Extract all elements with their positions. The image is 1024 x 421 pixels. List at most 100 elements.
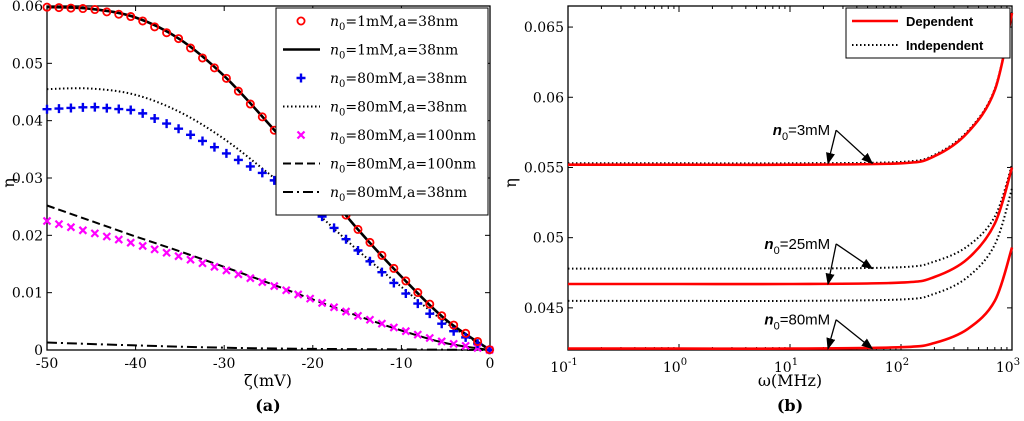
chart-a-ytick-label: 0.06	[12, 0, 43, 15]
marker-x	[305, 294, 315, 303]
marker-x	[138, 241, 147, 251]
marker-x	[353, 311, 363, 321]
marker-circle	[245, 99, 255, 109]
chart-a-xtick-label: -50	[36, 356, 59, 372]
chart-a-ytick-label: 0.05	[12, 56, 43, 72]
chart-b: η ω(MHz) (b) 10-1 100 101 102 103 0.0450.050…	[501, 5, 1020, 415]
annotation-sub: 0	[774, 245, 780, 257]
chart-a-ytick-label: 0.02	[12, 228, 43, 244]
chart-b-ytick-label: 0.065	[524, 20, 564, 36]
marker-plus	[425, 309, 435, 319]
chart-b-xtick-label: 10-1	[550, 357, 578, 376]
annotation-n: n	[764, 236, 773, 253]
marker-plus	[329, 223, 339, 233]
chart-a-legend: n0=1mM,a=38nmn0=1mM,a=38nmn0=80mM,a=38nm…	[275, 7, 489, 216]
marker-circle	[296, 16, 306, 26]
marker-x	[114, 235, 124, 244]
chart-b-xtick-base: 10	[663, 360, 681, 376]
legend-a-label: n0=80mM,a=38nm	[330, 185, 467, 204]
legend-a-label: n0=80mM,a=38nm	[330, 71, 467, 90]
legend-a-entry: n0=80mM,a=38nm	[296, 71, 467, 90]
annotation-n: n	[764, 312, 773, 329]
chart-b-xtick-label: 103	[996, 357, 1020, 376]
marker-x	[90, 229, 100, 238]
marker-circle	[90, 5, 100, 15]
legend-a-entry: n0=80mM,a=38nm	[283, 185, 467, 204]
chart-a-xtick-label: -30	[213, 356, 236, 372]
chart-b-xtick-exp: 3	[1014, 357, 1020, 368]
marker-x	[54, 219, 64, 229]
marker-circle	[66, 3, 76, 13]
marker-x	[42, 216, 52, 226]
legend-a-label-n: n	[330, 128, 339, 144]
legend-a-label-sub: 0	[339, 22, 345, 33]
chart-a-ytick-label: 0.01	[12, 286, 43, 302]
marker-x	[234, 270, 243, 279]
marker-circle	[473, 336, 483, 346]
marker-circle	[401, 276, 411, 286]
marker-x	[186, 255, 195, 264]
annotation-arrow	[826, 319, 837, 350]
chart-b-ylabel: η	[501, 178, 520, 188]
chart-b-xtick-base: 10	[996, 360, 1014, 376]
chart-b-line	[568, 12, 1014, 167]
legend-a-label-n: n	[330, 100, 339, 116]
chart-a-line-s6	[46, 204, 491, 351]
marker-x	[222, 266, 231, 275]
legend-a-label-sub: 0	[339, 79, 345, 90]
chart-a: η ζ(mV) (a) -50 -40 -30 -20 -10 0 0 0.01 0.02 0.…	[0, 0, 494, 415]
marker-plus	[54, 104, 64, 114]
marker-plus	[401, 289, 411, 299]
marker-x	[126, 238, 136, 247]
legend-a-label-rest: =1mM,a=38nm	[345, 43, 458, 59]
chart-a-ytick-label: 0	[34, 343, 43, 359]
chart-a-series-s1	[42, 2, 495, 355]
marker-plus	[413, 299, 423, 309]
legend-a-label-n: n	[330, 43, 339, 59]
legend-a-label: n0=1mM,a=38nm	[330, 43, 458, 62]
marker-plus	[341, 234, 351, 244]
marker-plus	[353, 245, 363, 255]
legend-b-label: Independent	[906, 38, 984, 53]
marker-circle	[389, 263, 399, 273]
marker-x	[66, 222, 76, 232]
chart-a-series-s6	[46, 204, 491, 351]
chart-b-legend: Dependent Independent	[845, 7, 1011, 59]
legend-a-label-rest: =80mM,a=38nm	[345, 185, 467, 201]
marker-x	[365, 315, 375, 325]
marker-circle	[186, 43, 196, 53]
marker-x	[258, 277, 267, 287]
chart-a-xtick-label: -40	[124, 356, 147, 372]
legend-a-entry: n0=80mM,a=100nm	[283, 157, 476, 176]
marker-circle	[54, 3, 64, 13]
marker-plus	[245, 161, 255, 171]
chart-b-xtick-label: 102	[885, 357, 909, 376]
marker-x	[162, 248, 171, 258]
annotation-arrow	[825, 243, 837, 286]
chart-b-line	[568, 164, 1013, 270]
chart-b-xtick-exp: 1	[792, 357, 798, 368]
marker-x	[437, 337, 446, 346]
marker-x	[461, 341, 470, 351]
chart-b-line	[568, 11, 1013, 165]
chart-b-xtick-base: 10	[885, 360, 903, 376]
marker-circle	[114, 9, 124, 19]
chart-b-xtick-exp: -1	[568, 357, 578, 368]
marker-plus	[162, 119, 172, 129]
marker-circle	[102, 7, 112, 17]
legend-a-label-sub: 0	[339, 193, 345, 204]
marker-plus	[90, 102, 100, 112]
chart-a-line-s7	[46, 341, 491, 351]
marker-x	[281, 285, 291, 295]
legend-a-label: n0=80mM,a=100nm	[330, 128, 476, 147]
legend-a-label-rest: =1mM,a=38nm	[345, 14, 458, 30]
annotation-sub: 0	[774, 321, 780, 333]
marker-x	[246, 273, 255, 283]
marker-plus	[233, 155, 243, 165]
chart-a-xtick-label: 0	[486, 356, 495, 372]
marker-x	[198, 258, 207, 268]
marker-plus	[209, 142, 219, 152]
chart-b-xtick-exp: 0	[681, 357, 687, 368]
